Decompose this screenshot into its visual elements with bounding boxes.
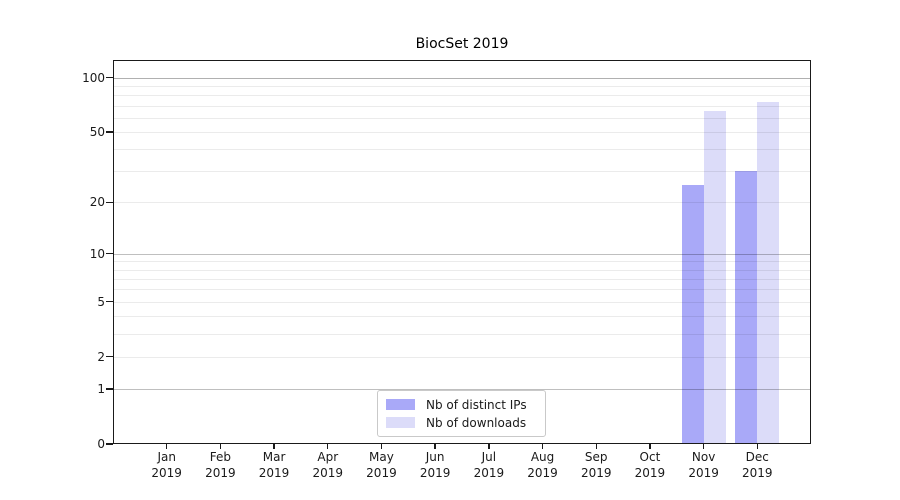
- legend-swatch-distinct-ips: [386, 399, 415, 410]
- legend-label-distinct-ips: Nb of distinct IPs: [426, 397, 527, 412]
- bar-dec-downloads: [757, 102, 780, 444]
- gridline-minor: [113, 202, 811, 204]
- x-tick-mark: [649, 444, 651, 449]
- legend-item-distinct-ips: Nb of distinct IPs: [386, 398, 545, 412]
- y-tick-mark: [106, 252, 113, 255]
- x-tick-mark: [541, 444, 544, 449]
- y-tick-label: 100: [82, 70, 105, 85]
- legend-swatch-downloads: [386, 417, 415, 428]
- x-tick-mark: [702, 444, 705, 449]
- gridline-minor: [113, 95, 811, 97]
- x-tick-label-nov: Nov 2019: [688, 450, 719, 480]
- y-tick-mark: [106, 356, 113, 358]
- x-tick-mark: [165, 444, 168, 449]
- x-tick-mark: [219, 444, 222, 449]
- x-tick-label-jan: Jan 2019: [151, 450, 182, 480]
- gridline-minor: [113, 149, 811, 151]
- x-tick-label-oct: Oct 2019: [634, 450, 666, 480]
- chart-title: BiocSet 2019: [415, 36, 509, 52]
- gridline-minor: [113, 278, 811, 280]
- gridline-minor: [113, 289, 811, 291]
- x-tick-label-dec: Dec 2019: [742, 450, 773, 480]
- x-tick-label-may: May 2019: [366, 450, 397, 480]
- x-tick-mark: [434, 444, 436, 449]
- x-tick-mark: [595, 444, 597, 449]
- gridline-minor: [113, 117, 811, 119]
- x-tick-label-feb: Feb 2019: [205, 450, 236, 480]
- legend-item-downloads: Nb of downloads: [386, 416, 545, 430]
- gridline-minor: [113, 105, 811, 107]
- y-tick-label: 2: [97, 349, 105, 364]
- y-tick-label: 0: [97, 437, 105, 451]
- y-tick-label: 1: [97, 381, 105, 396]
- x-tick-mark: [380, 444, 383, 449]
- gridline-minor: [113, 301, 811, 303]
- gridline-minor: [113, 333, 811, 335]
- x-tick-label-jun: Jun 2019: [419, 450, 451, 480]
- x-tick-label-sep: Sep 2019: [580, 450, 612, 480]
- y-tick-mark: [106, 131, 113, 133]
- gridline-major: [113, 253, 811, 255]
- gridline-minor: [113, 171, 811, 173]
- bar-nov-distinct-ips: [681, 185, 704, 444]
- gridline-minor: [113, 356, 811, 358]
- y-tick-mark: [106, 443, 113, 445]
- gridline-minor: [113, 85, 811, 87]
- legend: Nb of distinct IPs Nb of downloads: [377, 390, 546, 437]
- x-tick-label-apr: Apr 2019: [312, 450, 344, 480]
- bar-dec-distinct-ips: [735, 171, 758, 444]
- gridline-major: [113, 388, 811, 390]
- y-tick-label: 50: [89, 124, 105, 139]
- x-tick-mark: [273, 444, 275, 449]
- x-tick-label-mar: Mar 2019: [258, 450, 290, 480]
- x-tick-mark: [488, 444, 490, 449]
- x-tick-mark: [327, 444, 329, 449]
- gridline-minor: [113, 269, 811, 271]
- gridline-minor: [113, 77, 811, 79]
- y-tick-mark: [106, 201, 113, 203]
- gridline-minor: [113, 316, 811, 318]
- gridline-minor: [113, 261, 811, 263]
- bar-nov-downloads: [703, 111, 726, 444]
- gridline-major: [113, 77, 811, 79]
- y-tick-label: 5: [97, 294, 105, 309]
- x-tick-label-aug: Aug 2019: [527, 450, 558, 480]
- gridline-minor: [113, 131, 811, 133]
- x-tick-label-jul: Jul 2019: [473, 450, 505, 480]
- legend-label-downloads: Nb of downloads: [426, 415, 527, 430]
- x-tick-mark: [756, 444, 758, 449]
- y-tick-label: 20: [89, 195, 105, 210]
- y-tick-mark: [106, 301, 113, 303]
- y-tick-mark: [106, 76, 113, 79]
- y-tick-mark: [106, 388, 113, 390]
- y-tick-label: 10: [89, 246, 105, 261]
